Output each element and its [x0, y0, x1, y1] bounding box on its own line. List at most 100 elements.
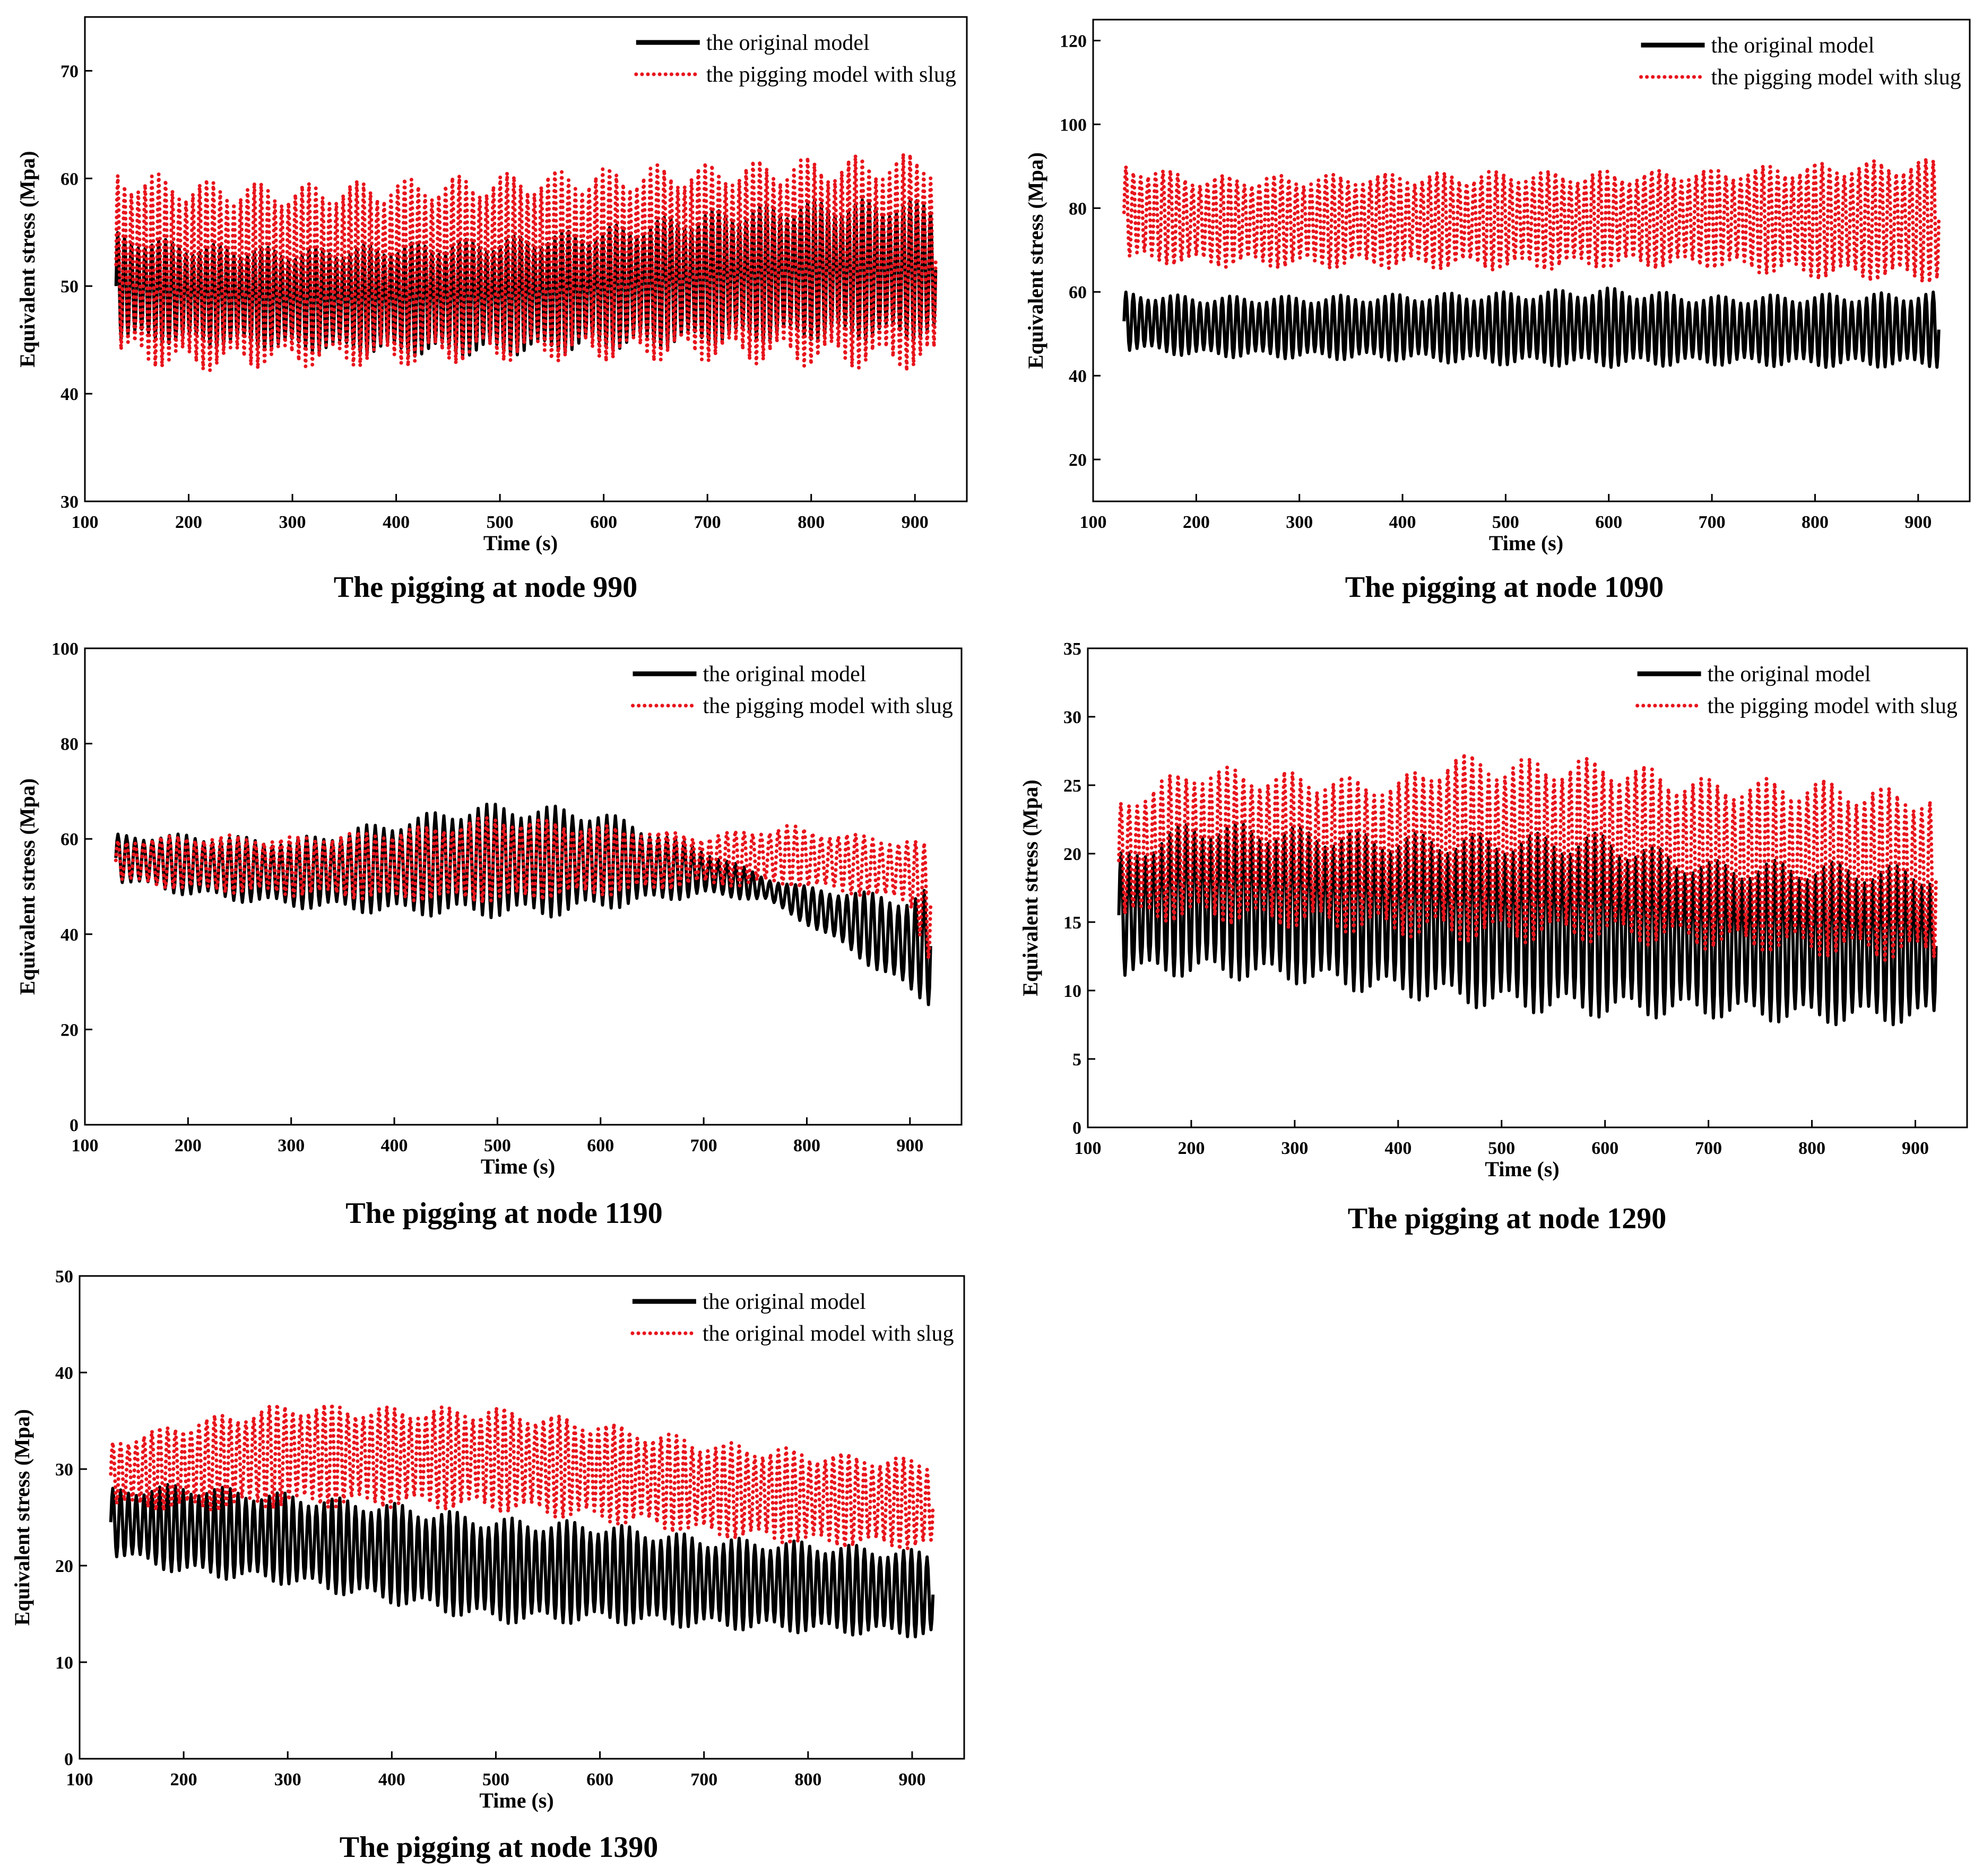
x-tick-label: 700	[690, 1770, 717, 1790]
panel-caption: The pigging at node 1190	[345, 1197, 662, 1230]
x-tick-label: 800	[793, 1136, 820, 1156]
x-tick-label: 200	[170, 1770, 197, 1790]
legend-label-original: the original model	[703, 1290, 866, 1314]
legend-label-slug: the pigging model with slug	[703, 694, 953, 718]
x-tick-label: 100	[1075, 1139, 1102, 1158]
y-tick-label: 15	[1063, 913, 1081, 933]
y-tick-label: 80	[1069, 199, 1087, 219]
series-group	[109, 1402, 935, 1639]
plot-frame	[1092, 19, 1971, 502]
series-group	[114, 152, 938, 373]
y-tick-label: 5	[1072, 1050, 1081, 1070]
panel-caption: The pigging at node 1390	[340, 1831, 659, 1864]
series-line-slug	[109, 1402, 935, 1552]
y-tick-label: 40	[1069, 367, 1087, 386]
x-tick-label: 900	[896, 1136, 923, 1156]
x-axis-title: Time (s)	[479, 1788, 553, 1812]
y-tick-label: 35	[1063, 639, 1081, 659]
x-tick-label: 100	[72, 513, 99, 532]
x-tick-label: 500	[1488, 1139, 1515, 1158]
y-tick-label: 10	[1063, 982, 1081, 1001]
x-tick-label: 700	[1699, 513, 1726, 532]
y-tick-label: 50	[55, 1267, 73, 1287]
y-tick-label: 30	[55, 1460, 73, 1480]
y-tick-label: 30	[1063, 708, 1081, 727]
plot-frame	[1087, 647, 1968, 1128]
y-tick-label: 0	[70, 1116, 79, 1135]
chart-panel-1: 100 200 300 400 500 600 700 800 900 30 40 50 60 70 Tim…	[15, 16, 968, 604]
x-tick-label: 500	[482, 1770, 509, 1790]
x-tick-label: 500	[1492, 513, 1519, 532]
x-tick-label: 800	[794, 1770, 821, 1790]
panel-caption: The pigging at node 1090	[1345, 571, 1664, 604]
panel-caption: The pigging at node 990	[334, 571, 638, 604]
y-tick-label: 40	[60, 385, 79, 404]
x-tick-label: 500	[484, 1136, 511, 1156]
x-tick-label: 600	[1591, 1139, 1618, 1158]
x-tick-label: 100	[66, 1770, 93, 1790]
series-line-original	[109, 1483, 935, 1639]
x-tick-label: 300	[1286, 513, 1313, 532]
x-tick-label: 100	[1080, 513, 1107, 532]
x-tick-label: 400	[383, 513, 410, 532]
plot-frame	[84, 16, 968, 502]
series-group	[114, 802, 933, 1006]
x-tick-label: 800	[1802, 513, 1829, 532]
x-tick-label: 900	[1904, 513, 1932, 532]
y-tick-label: 20	[55, 1557, 73, 1576]
y-tick-label: 30	[60, 492, 79, 512]
x-tick-label: 300	[274, 1770, 301, 1790]
y-tick-label: 40	[55, 1363, 73, 1383]
x-axis-title: Time (s)	[1489, 531, 1563, 555]
chart-panel-5: 100 200 300 400 500 600 700 800 900 0 10 20 30 40 50 Ti…	[10, 1267, 965, 1864]
legend: the original model the pigging model with…	[1639, 33, 1961, 90]
chart-panel-2: 100 200 300 400 500 600 700 800 900 20 40 60 80 100 12…	[1024, 19, 1971, 604]
plot-frame	[84, 647, 963, 1126]
plot-frame	[79, 1275, 965, 1760]
x-axis-title: Time (s)	[483, 531, 558, 555]
legend-label-original: the original model	[1708, 662, 1871, 687]
x-tick-label: 800	[1798, 1139, 1825, 1158]
x-tick-label: 100	[72, 1136, 99, 1156]
y-axis-title: Equivalent stress (Mpa)	[15, 151, 39, 367]
series-group	[1122, 156, 1941, 369]
legend: the original model the pigging model with…	[634, 31, 956, 87]
y-tick-label: 100	[1060, 115, 1087, 135]
legend-label-original: the original model	[1711, 33, 1875, 58]
x-tick-label: 400	[378, 1770, 405, 1790]
series-group	[1117, 751, 1938, 1027]
y-tick-label: 0	[1072, 1118, 1081, 1138]
series-line-slug	[114, 815, 933, 961]
legend-label-slug: the pigging model with slug	[706, 63, 956, 87]
y-tick-label: 25	[1063, 776, 1081, 796]
y-tick-label: 20	[1063, 845, 1081, 864]
series-line-slug	[1117, 751, 1938, 962]
x-tick-label: 400	[381, 1136, 408, 1156]
y-tick-label: 80	[60, 735, 79, 754]
x-axis-title: Time (s)	[481, 1154, 555, 1178]
x-tick-label: 600	[590, 513, 617, 532]
y-tick-label: 10	[55, 1653, 73, 1673]
x-tick-label: 400	[1384, 1139, 1412, 1158]
chart-panel-4: 100 200 300 400 500 600 700 800 900 0 5 10 15 20 25 30 3…	[1018, 639, 1968, 1235]
y-axis-title: Equivalent stress (Mpa)	[10, 1409, 34, 1626]
x-tick-label: 700	[1695, 1139, 1722, 1158]
y-tick-label: 100	[51, 639, 79, 659]
y-tick-label: 60	[60, 830, 79, 849]
legend-label-slug: the pigging model with slug	[1711, 65, 1961, 90]
x-tick-label: 300	[1281, 1139, 1308, 1158]
y-tick-label: 50	[60, 277, 79, 297]
y-axis-title: Equivalent stress (Mpa)	[1018, 779, 1042, 996]
legend-label-slug: the original model with slug	[703, 1322, 954, 1346]
y-axis-title: Equivalent stress (Mpa)	[1024, 152, 1047, 369]
x-tick-label: 200	[175, 1136, 202, 1156]
y-tick-label: 0	[64, 1750, 73, 1769]
y-axis-title: Equivalent stress (Mpa)	[15, 778, 39, 995]
x-tick-label: 700	[694, 513, 721, 532]
series-line-original	[1117, 821, 1938, 1027]
y-tick-label: 40	[60, 925, 79, 945]
x-tick-label: 200	[1177, 1139, 1205, 1158]
x-tick-label: 300	[279, 513, 306, 532]
x-tick-label: 200	[1183, 513, 1210, 532]
